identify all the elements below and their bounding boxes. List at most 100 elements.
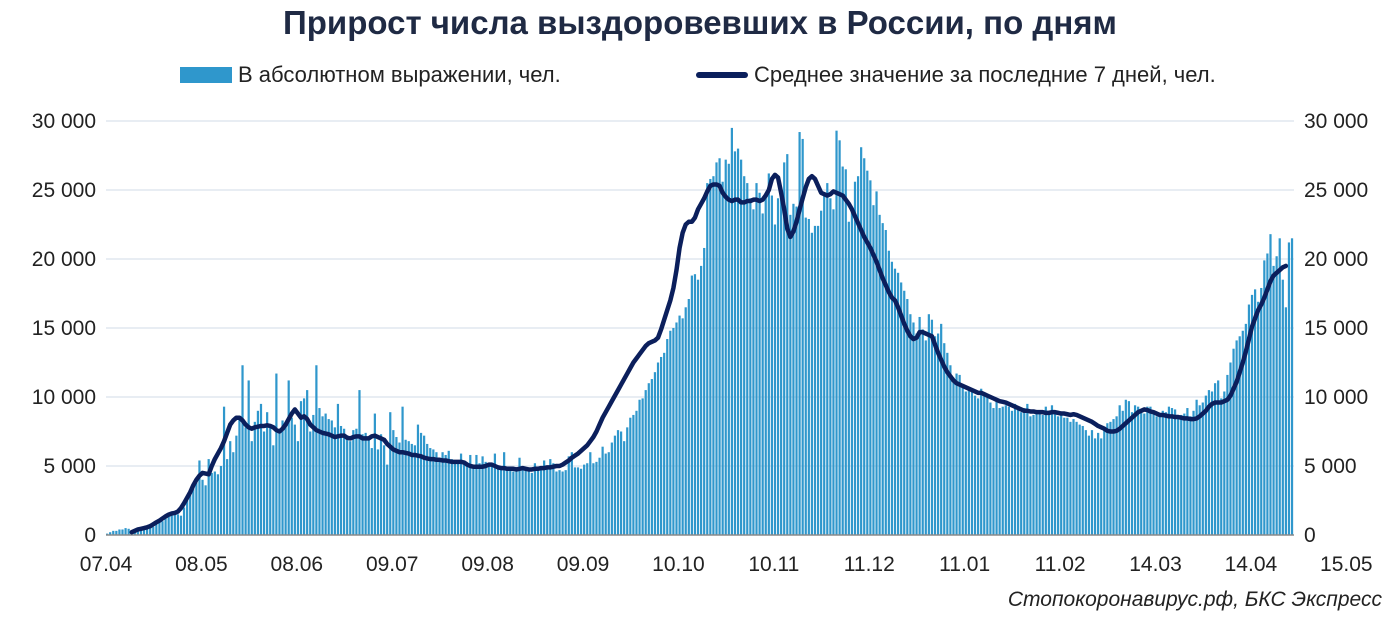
bar [958,374,961,535]
bar [835,130,838,535]
bar [447,450,450,535]
bar [675,322,678,535]
bar [358,390,361,535]
bar [1137,406,1140,535]
bar [770,195,774,535]
bar [253,421,256,535]
bar [1109,421,1112,535]
bar [727,163,730,535]
bar [1106,423,1109,535]
bar [992,408,995,535]
bar [333,427,336,535]
bar [752,209,755,535]
bar [275,373,278,535]
bar [832,209,835,535]
bar [416,424,420,535]
x-tick-label: 09.07 [366,553,419,576]
bar [841,166,844,536]
bar [121,529,124,535]
x-tick-label: 14.04 [1225,553,1278,576]
bar [376,449,380,535]
bar [410,443,413,535]
bar [607,452,610,535]
bar [272,445,275,535]
bar [269,425,272,535]
bar [1260,287,1263,535]
bar [853,181,857,535]
bar [733,151,737,536]
bar [1026,403,1029,535]
bar [986,397,989,535]
bar [296,441,300,535]
bar [167,515,170,535]
bar [844,169,847,536]
bar [746,183,749,535]
bar [503,452,506,535]
bar [616,430,620,535]
bar [1247,304,1251,535]
bar [401,406,404,535]
bar [392,430,395,535]
bar [681,318,684,535]
bar [299,401,303,535]
bar [980,388,983,535]
bar [142,528,146,535]
bar [210,472,213,535]
bar [1278,238,1281,536]
bar [487,464,490,535]
bar [438,457,441,535]
bar [1213,383,1217,535]
x-tick-label: 07.04 [80,553,133,576]
bar [826,183,829,535]
bar [1127,401,1131,535]
bar [644,390,647,535]
bar [1118,405,1121,535]
x-tick-label: 10.11 [748,553,799,576]
bar [352,430,355,535]
bar [109,532,112,535]
bar [1155,416,1158,535]
bar [672,328,675,535]
bar [155,522,158,535]
chart-title: Прирост числа выздоровевших в России, по… [283,4,1117,41]
bar [315,365,318,535]
bar [712,176,715,535]
bar [792,203,795,536]
bar [287,380,290,535]
x-tick-label: 14.03 [1129,553,1182,576]
bar [1017,409,1020,535]
bar [139,528,143,535]
bar [884,230,887,535]
bar [921,329,924,535]
x-tick-label: 15.05 [1320,553,1373,576]
bar [589,452,592,535]
bar [749,198,752,535]
bar [543,460,546,535]
bar [1075,421,1078,535]
bar [573,467,577,535]
legend-item-line: Среднее значение за последние 7 дней, че… [696,62,1216,88]
bar [136,529,139,535]
bar [527,471,530,535]
bar [706,183,709,535]
bar [872,205,875,535]
chart-legend: В абсолютном выражении, чел. Среднее зна… [0,62,1400,92]
bar [740,159,743,535]
bar [1266,253,1269,536]
bar [179,515,183,535]
bar [1121,410,1124,535]
bar [604,453,607,535]
bar [284,424,287,535]
bar [330,420,333,535]
y-tick-label-left: 5 000 [43,455,96,478]
bar [1253,289,1257,535]
bar [490,466,493,535]
legend-line-swatch [696,72,748,78]
bar [318,408,321,535]
bar [1201,402,1204,535]
bar [1078,424,1081,535]
bar [869,180,872,535]
bar [927,314,930,535]
bar [367,438,370,535]
